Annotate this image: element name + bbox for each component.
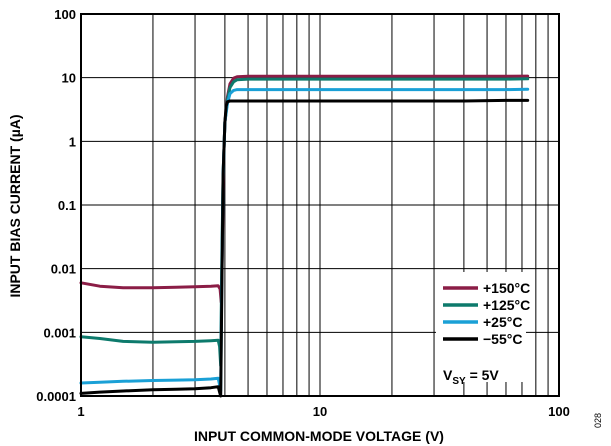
y-tick-label: 0.0001 xyxy=(36,389,76,404)
figure-id: 028 xyxy=(593,413,603,428)
x-axis-label: INPUT COMMON-MODE VOLTAGE (V) xyxy=(194,428,444,444)
legend: +150°C+125°C+25°C−55°C VSY = 5V xyxy=(436,272,530,387)
legend-note-sub: SY xyxy=(452,376,466,387)
legend-box xyxy=(436,272,526,382)
legend-label-3: −55°C xyxy=(483,331,522,347)
legend-label-0: +150°C xyxy=(483,280,530,296)
legend-note-rest: = 5V xyxy=(466,367,500,383)
legend-note-main: V xyxy=(443,367,453,383)
y-tick-label: 100 xyxy=(54,7,76,22)
plot-frame xyxy=(80,13,560,397)
x-tick-label: 10 xyxy=(313,404,327,419)
y-tick-label: 1 xyxy=(69,134,76,149)
series-line-3 xyxy=(79,98,530,398)
legend-label-1: +125°C xyxy=(483,297,530,313)
x-tick-label: 1 xyxy=(77,404,84,419)
tick-labels: 1 10 100 0.0001 0.001 0.01 0.1 1 10 100 xyxy=(36,7,570,419)
y-tick-label: 10 xyxy=(62,71,76,86)
y-tick-label: 0.001 xyxy=(43,325,76,340)
y-tick-label: 0.1 xyxy=(58,198,76,213)
series-line-0 xyxy=(79,74,530,304)
legend-label-2: +25°C xyxy=(483,314,522,330)
legend-note: VSY = 5V xyxy=(443,367,499,387)
y-axis-label: INPUT BIAS CURRENT (µA) xyxy=(7,114,23,297)
series-layer xyxy=(79,74,530,398)
y-tick-label: 0.01 xyxy=(51,262,76,277)
x-tick-label: 100 xyxy=(548,404,570,419)
